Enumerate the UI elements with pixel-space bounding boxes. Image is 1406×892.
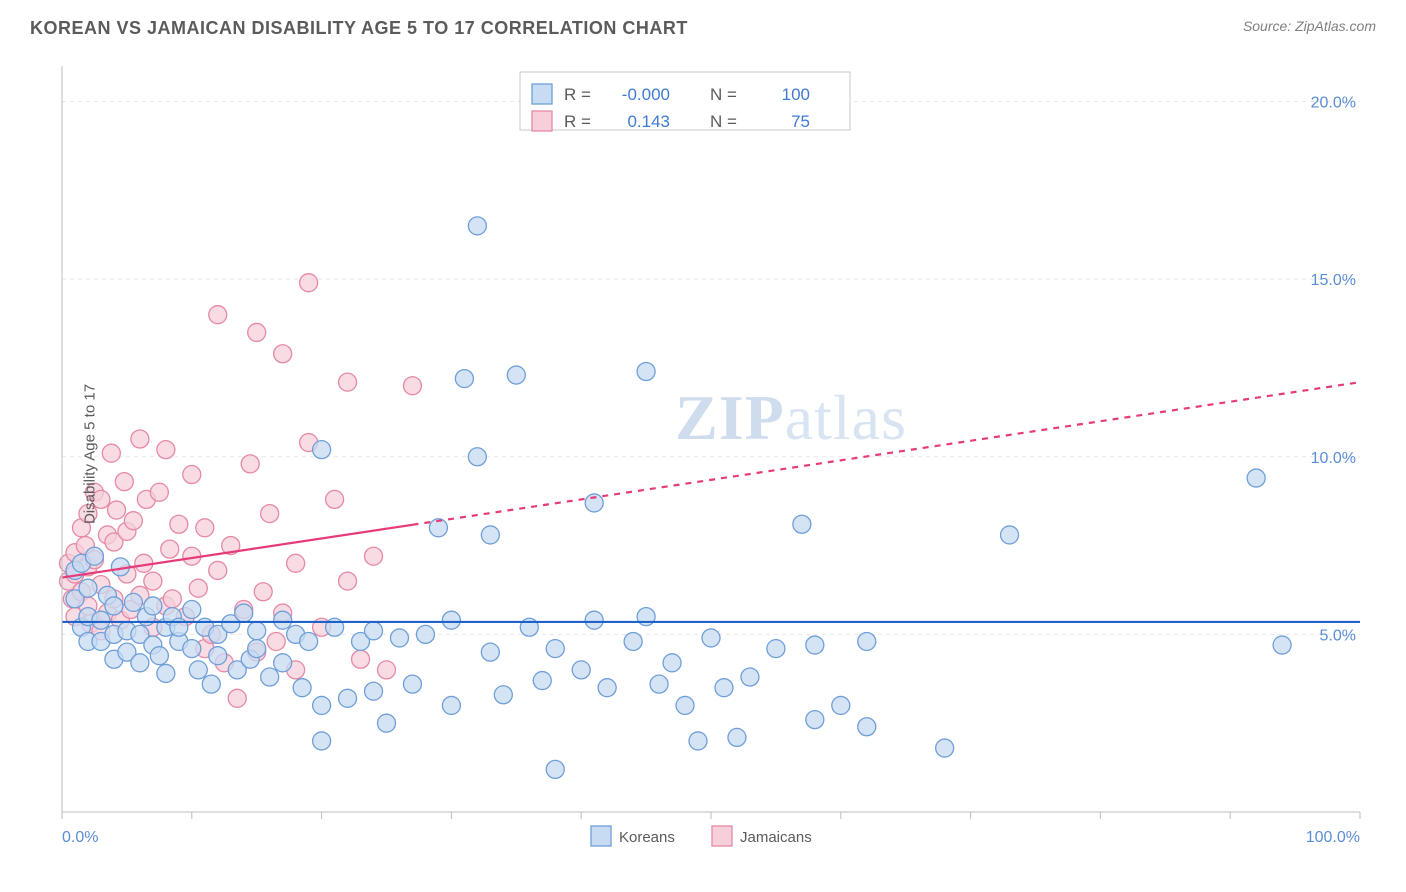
chart-area: Disability Age 5 to 17 ZIPatlas 0.0% 100.0… — [50, 56, 1382, 852]
svg-text:Koreans: Koreans — [619, 829, 675, 846]
scatter-chart: ZIPatlas 0.0% 100.0% 5.0% 10.0% 15.0% 20.0% R =… — [50, 56, 1382, 852]
svg-text:Jamaicans: Jamaicans — [740, 829, 812, 846]
svg-text:ZIPatlas: ZIPatlas — [675, 382, 907, 453]
source-label: Source: ZipAtlas.com — [1243, 18, 1376, 34]
svg-text:15.0%: 15.0% — [1311, 272, 1356, 289]
svg-text:-0.000: -0.000 — [622, 85, 670, 104]
svg-text:N =: N = — [710, 112, 737, 131]
svg-text:20.0%: 20.0% — [1311, 95, 1356, 112]
y-axis-label: Disability Age 5 to 17 — [82, 384, 99, 524]
svg-text:0.143: 0.143 — [627, 112, 670, 131]
svg-text:5.0%: 5.0% — [1320, 627, 1356, 644]
chart-title: KOREAN VS JAMAICAN DISABILITY AGE 5 TO 1… — [30, 18, 688, 39]
svg-text:100.0%: 100.0% — [1306, 829, 1360, 846]
svg-text:R =: R = — [564, 112, 591, 131]
svg-text:100: 100 — [782, 85, 810, 104]
svg-text:R =: R = — [564, 85, 591, 104]
svg-text:0.0%: 0.0% — [62, 829, 98, 846]
svg-text:10.0%: 10.0% — [1311, 450, 1356, 467]
svg-text:75: 75 — [791, 112, 810, 131]
svg-text:N =: N = — [710, 85, 737, 104]
